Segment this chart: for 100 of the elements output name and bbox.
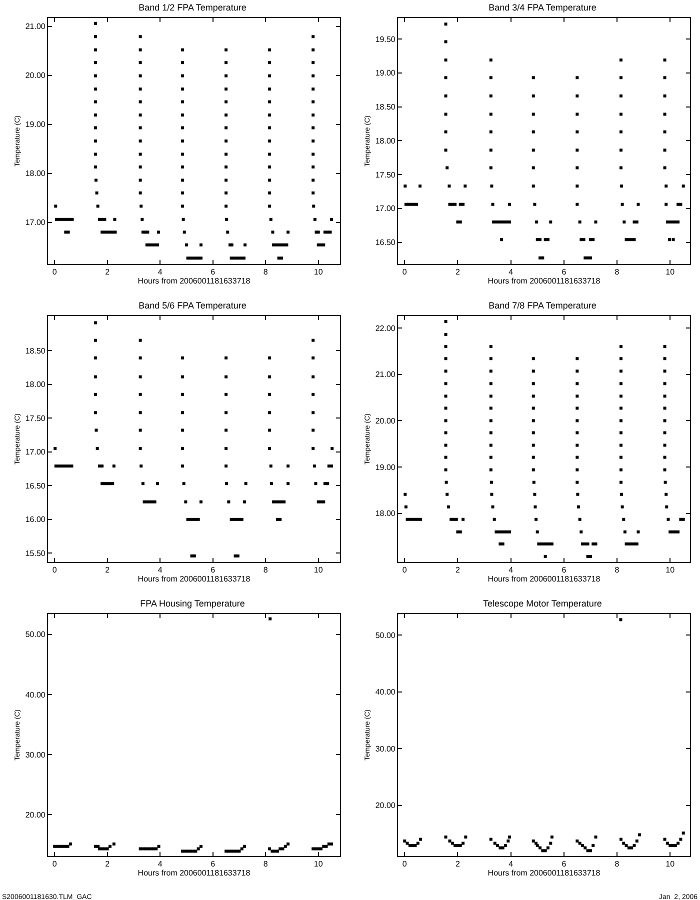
point [663, 419, 666, 422]
point [138, 61, 142, 64]
y-tick-label: 20.00 [25, 810, 46, 820]
point [532, 370, 535, 373]
point [619, 357, 622, 360]
point [324, 844, 328, 848]
x-tick-label: 0 [402, 566, 408, 575]
point [404, 505, 408, 508]
point [240, 847, 244, 850]
point [326, 482, 330, 486]
point [576, 492, 580, 496]
point [532, 394, 535, 398]
point [286, 482, 290, 486]
point [238, 518, 241, 521]
point [576, 419, 579, 422]
y-tick-label: 30.00 [25, 750, 46, 760]
point [281, 847, 284, 850]
point [489, 58, 492, 62]
point [576, 382, 579, 386]
point [576, 112, 579, 116]
point [194, 850, 198, 853]
point [576, 357, 579, 360]
point [312, 100, 315, 104]
point [146, 847, 150, 850]
point [411, 518, 414, 521]
point [114, 230, 117, 234]
point [619, 456, 622, 459]
point [619, 148, 622, 152]
point [54, 446, 57, 450]
point [622, 518, 626, 521]
point [184, 500, 188, 504]
point [489, 419, 492, 422]
point [663, 406, 666, 410]
point [268, 61, 272, 64]
point [532, 419, 535, 422]
point [594, 836, 598, 839]
point [181, 191, 184, 194]
point [635, 840, 638, 843]
point [532, 148, 535, 152]
point [284, 844, 287, 848]
point [444, 406, 448, 410]
point [576, 130, 579, 134]
x-tick-label: 6 [210, 860, 216, 869]
x-tick-label: 2 [456, 268, 461, 277]
point [663, 382, 666, 386]
point [112, 464, 116, 468]
point [150, 500, 154, 504]
point [663, 112, 666, 116]
point [238, 256, 241, 260]
point [538, 238, 542, 242]
point [328, 230, 332, 234]
point [312, 165, 315, 168]
point [312, 446, 315, 450]
point [138, 356, 142, 360]
point [403, 840, 406, 843]
point [576, 184, 579, 188]
point [444, 419, 448, 422]
point [502, 220, 506, 224]
point [679, 838, 682, 841]
point [94, 152, 97, 156]
x-tick-label: 8 [263, 566, 268, 575]
y-tick-label: 18.50 [375, 102, 396, 112]
point [199, 256, 202, 260]
x-tick-label: 4 [158, 268, 163, 277]
point [268, 204, 272, 208]
point [268, 178, 272, 182]
point [320, 847, 323, 850]
point [322, 243, 326, 246]
point [444, 480, 448, 484]
point [619, 58, 622, 62]
y-tick-label: 17.00 [25, 218, 46, 228]
point [532, 357, 535, 360]
point [535, 220, 538, 224]
point [446, 505, 450, 508]
x-tick-label: 6 [562, 268, 567, 277]
point [489, 431, 492, 434]
point [496, 844, 500, 848]
point [224, 191, 228, 194]
point [138, 126, 142, 130]
point [668, 220, 672, 224]
point [108, 844, 112, 848]
point [94, 61, 97, 64]
point [619, 838, 622, 841]
chart-title: Band 5/6 FPA Temperature [138, 300, 246, 310]
point [312, 126, 315, 130]
point [619, 345, 622, 348]
point [268, 140, 272, 142]
point [94, 140, 97, 142]
point [682, 184, 685, 188]
point [578, 842, 582, 845]
point [314, 482, 318, 486]
y-tick-label: 20.00 [25, 71, 46, 80]
point [489, 94, 492, 98]
point [576, 394, 579, 398]
point [227, 500, 230, 504]
y-tick-label: 30.00 [375, 744, 396, 754]
point [446, 492, 449, 496]
point [138, 140, 142, 142]
point [444, 22, 448, 26]
point [224, 126, 228, 130]
